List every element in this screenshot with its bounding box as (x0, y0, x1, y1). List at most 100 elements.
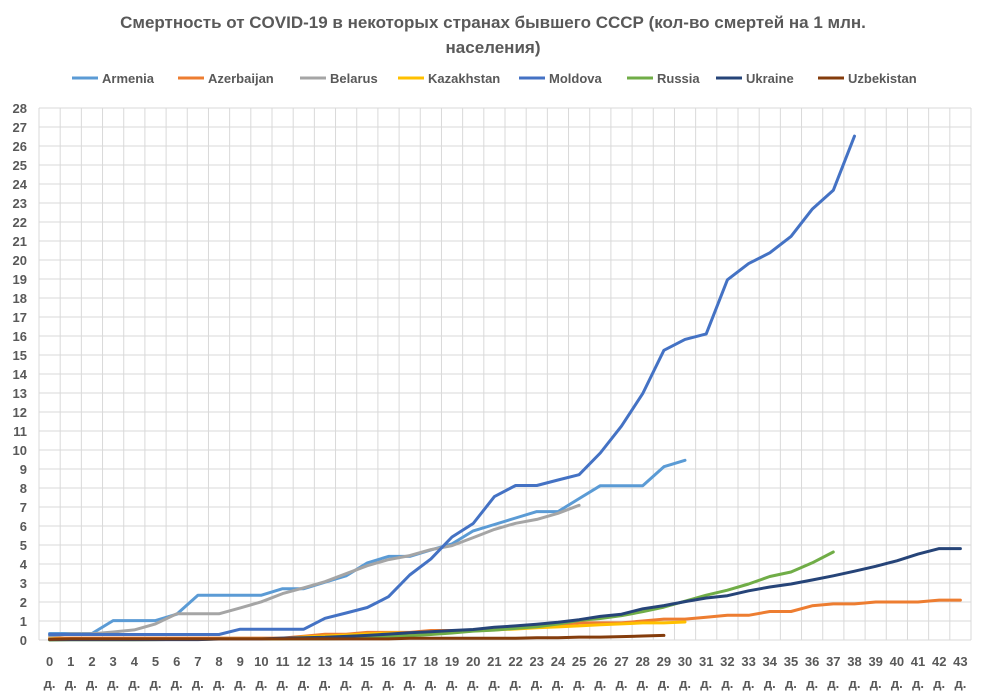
x-tick-suffix: д. (404, 676, 416, 691)
x-tick-label: 33 (741, 654, 755, 669)
y-tick-label: 26 (13, 139, 27, 154)
x-tick-label: 1 (67, 654, 74, 669)
y-tick-label: 15 (13, 348, 27, 363)
x-tick-suffix: д. (785, 676, 797, 691)
series-line-moldova (48, 134, 856, 636)
x-tick-label: 4 (131, 654, 139, 669)
x-tick-suffix: д. (319, 676, 331, 691)
x-tick-suffix: д. (361, 676, 373, 691)
y-tick-label: 12 (13, 405, 27, 420)
y-tick-label: 20 (13, 253, 27, 268)
x-tick-suffix: д. (488, 676, 500, 691)
x-tick-suffix: д. (764, 676, 776, 691)
y-tick-label: 8 (20, 481, 27, 496)
y-tick-label: 9 (20, 462, 27, 477)
x-tick-suffix: д. (44, 676, 56, 691)
x-tick-label: 38 (847, 654, 861, 669)
x-tick-label: 17 (402, 654, 416, 669)
y-tick-label: 23 (13, 196, 27, 211)
x-tick-label: 7 (194, 654, 201, 669)
x-tick-suffix: д. (573, 676, 585, 691)
x-tick-suffix: д. (298, 676, 310, 691)
x-tick-suffix: д. (213, 676, 225, 691)
x-tick-suffix: д. (171, 676, 183, 691)
x-tick-suffix: д. (594, 676, 606, 691)
x-tick-suffix: д. (954, 676, 966, 691)
x-tick-suffix: д. (277, 676, 289, 691)
y-tick-label: 22 (13, 215, 27, 230)
x-tick-suffix: д. (700, 676, 712, 691)
y-tick-label: 28 (13, 101, 27, 116)
chart-title-line-1: Смертность от COVID-19 в некоторых стран… (120, 13, 866, 32)
y-tick-label: 3 (20, 576, 27, 591)
x-tick-suffix: д. (616, 676, 628, 691)
x-tick-label: 25 (572, 654, 586, 669)
x-tick-label: 11 (276, 654, 290, 669)
x-tick-suffix: д. (658, 676, 670, 691)
x-tick-suffix: д. (192, 676, 204, 691)
y-tick-label: 16 (13, 329, 27, 344)
y-tick-label: 4 (20, 557, 28, 572)
series-line-belarus (48, 503, 581, 638)
legend-label-azerbaijan: Azerbaijan (208, 71, 274, 86)
x-tick-label: 42 (932, 654, 946, 669)
x-tick-label: 19 (445, 654, 459, 669)
x-tick-label: 43 (953, 654, 967, 669)
y-tick-label: 0 (20, 633, 27, 648)
x-tick-suffix: д. (933, 676, 945, 691)
y-tick-label: 7 (20, 500, 27, 515)
y-tick-label: 1 (20, 614, 27, 629)
x-tick-label: 28 (635, 654, 649, 669)
y-tick-label: 19 (13, 272, 27, 287)
x-tick-suffix: д. (150, 676, 162, 691)
x-tick-label: 12 (297, 654, 311, 669)
series-line-armenia (48, 458, 687, 635)
x-tick-label: 18 (424, 654, 438, 669)
y-tick-label: 14 (13, 367, 28, 382)
y-tick-label: 27 (13, 120, 27, 135)
legend-label-armenia: Armenia (102, 71, 155, 86)
x-tick-label: 27 (614, 654, 628, 669)
x-tick-label: 29 (657, 654, 671, 669)
x-tick-label: 31 (699, 654, 713, 669)
x-tick-label: 26 (593, 654, 607, 669)
x-tick-label: 13 (318, 654, 332, 669)
x-tick-label: 15 (360, 654, 374, 669)
y-tick-label: 25 (13, 158, 27, 173)
x-tick-label: 30 (678, 654, 692, 669)
legend-label-russia: Russia (657, 71, 700, 86)
x-tick-suffix: д. (827, 676, 839, 691)
x-tick-label: 0 (46, 654, 53, 669)
chart-title-line-2: населения) (445, 38, 541, 57)
y-tick-label: 13 (13, 386, 27, 401)
x-tick-suffix: д. (870, 676, 882, 691)
y-tick-label: 21 (13, 234, 27, 249)
x-tick-suffix: д. (552, 676, 564, 691)
legend-label-belarus: Belarus (330, 71, 378, 86)
x-tick-suffix: д. (86, 676, 98, 691)
x-tick-label: 32 (720, 654, 734, 669)
x-tick-label: 16 (381, 654, 395, 669)
legend-label-ukraine: Ukraine (746, 71, 794, 86)
y-tick-label: 11 (13, 424, 27, 439)
x-tick-label: 6 (173, 654, 180, 669)
x-tick-label: 2 (88, 654, 95, 669)
x-tick-label: 8 (215, 654, 222, 669)
x-tick-label: 20 (466, 654, 480, 669)
y-tick-label: 10 (13, 443, 27, 458)
x-tick-suffix: д. (679, 676, 691, 691)
x-tick-suffix: д. (743, 676, 755, 691)
x-tick-label: 10 (254, 654, 268, 669)
x-tick-label: 35 (784, 654, 798, 669)
x-tick-label: 24 (551, 654, 566, 669)
x-tick-label: 3 (110, 654, 117, 669)
x-tick-suffix: д. (128, 676, 140, 691)
x-tick-suffix: д. (425, 676, 437, 691)
x-tick-suffix: д. (637, 676, 649, 691)
x-tick-label: 9 (237, 654, 244, 669)
x-tick-suffix: д. (65, 676, 77, 691)
x-tick-suffix: д. (234, 676, 246, 691)
x-tick-label: 37 (826, 654, 840, 669)
